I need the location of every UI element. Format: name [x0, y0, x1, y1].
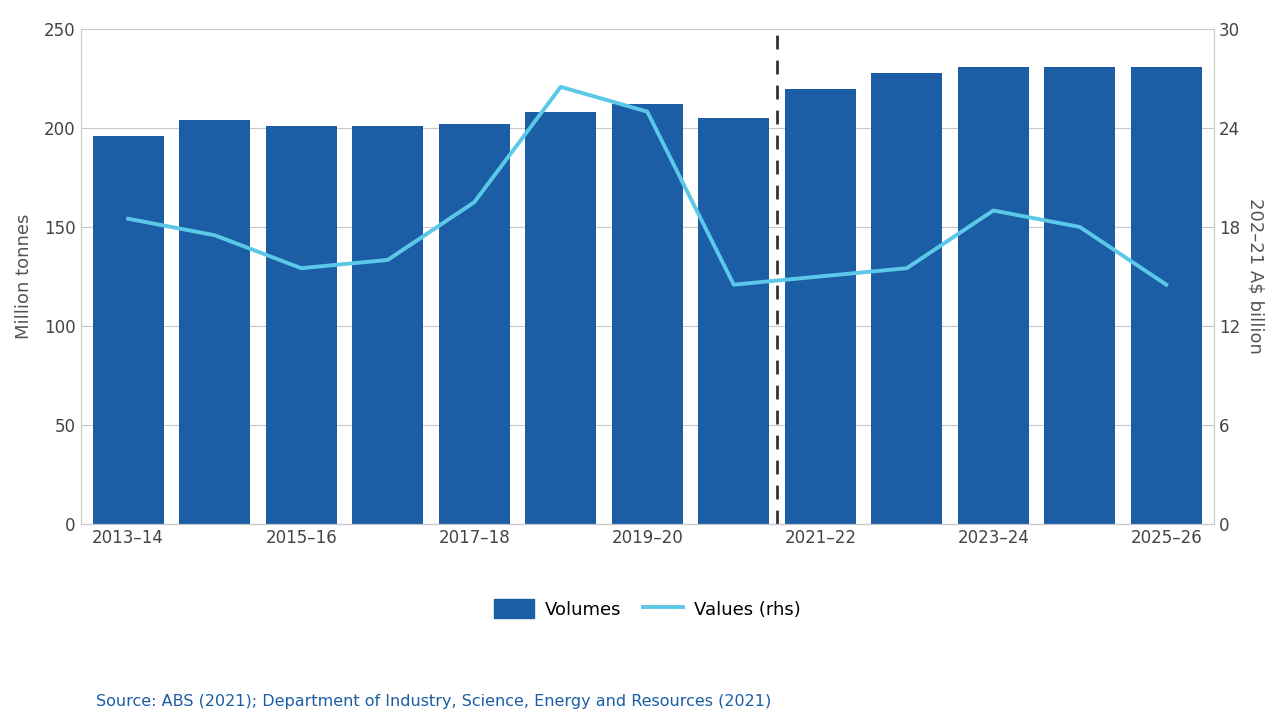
Bar — [352, 126, 424, 523]
Bar — [92, 136, 164, 523]
Bar — [1130, 67, 1202, 523]
Bar — [872, 73, 942, 523]
Legend: Volumes, Values (rhs): Volumes, Values (rhs) — [486, 592, 808, 626]
Bar — [525, 112, 596, 523]
Bar — [957, 67, 1029, 523]
Bar — [785, 89, 856, 523]
Bar — [439, 124, 509, 523]
Y-axis label: Million tonnes: Million tonnes — [15, 214, 33, 339]
Bar — [266, 126, 337, 523]
Bar — [179, 120, 250, 523]
Bar — [612, 104, 682, 523]
Text: Source: ABS (2021); Department of Industry, Science, Energy and Resources (2021): Source: ABS (2021); Department of Indust… — [96, 694, 772, 709]
Bar — [1044, 67, 1115, 523]
Bar — [699, 118, 769, 523]
Y-axis label: 202–21 A$ billion: 202–21 A$ billion — [1247, 199, 1265, 354]
